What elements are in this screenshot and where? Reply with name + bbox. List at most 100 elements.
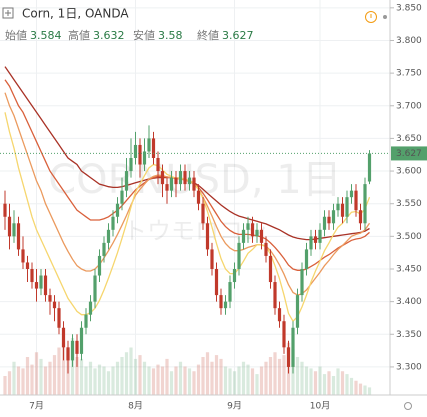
volume-bar [259, 366, 264, 395]
status-dot [383, 15, 387, 19]
candle-body [66, 347, 70, 361]
candle-body [57, 308, 61, 328]
y-tick-label: 3.700 [396, 101, 422, 111]
ribbon-line [4, 112, 371, 323]
volume-bar [295, 357, 300, 395]
volume-bar [201, 357, 205, 395]
volume-bar [39, 358, 43, 395]
candle-body [178, 171, 183, 185]
candle-body [12, 223, 16, 237]
candle-body [345, 197, 349, 217]
last-price-label: 3.627 [396, 149, 422, 159]
candle-body [165, 184, 169, 191]
candle-body [313, 236, 318, 243]
y-tick-label: 3.350 [396, 330, 422, 340]
candle-body [142, 151, 147, 165]
candle-body [16, 223, 21, 250]
volume-bar [30, 364, 34, 395]
candle-body [340, 203, 345, 217]
candle-body [151, 138, 156, 158]
candle-body [43, 275, 48, 296]
candle-body [93, 275, 97, 302]
y-tick-label: 3.600 [396, 167, 422, 177]
volume-bar [183, 366, 187, 395]
candle-body [156, 158, 160, 172]
candle-body [354, 190, 358, 211]
y-tick-label: 3.400 [396, 297, 422, 307]
chart-title: Corn, 1日, OANDA [22, 7, 129, 21]
volume-bar [88, 361, 93, 395]
expand-icon[interactable] [2, 7, 14, 19]
candle-body [138, 144, 142, 165]
volume-bar [228, 368, 232, 395]
volume-bar [277, 358, 282, 395]
settings-icon[interactable] [404, 402, 412, 410]
candle-body [75, 340, 79, 354]
volume-bar [192, 371, 196, 395]
volume-bar [246, 364, 250, 395]
candle-body [183, 171, 187, 185]
candle-body [129, 158, 133, 172]
candle-body [223, 301, 228, 309]
y-tick-label: 3.450 [396, 264, 422, 274]
y-tick-label: 3.850 [396, 3, 422, 13]
candle-body [97, 255, 102, 276]
candle-body [264, 242, 268, 256]
candle-body [210, 249, 214, 269]
volume-bar [75, 357, 79, 395]
volume-bar [151, 368, 156, 395]
volume-bar [219, 358, 223, 395]
volume-bar [93, 368, 97, 395]
candle-body [120, 190, 124, 204]
candle-body [70, 340, 75, 361]
volume-bar [214, 355, 219, 395]
y-tick-label: 3.650 [396, 134, 422, 144]
y-tick-label: 3.300 [396, 362, 422, 372]
candle-body [214, 268, 219, 296]
candle-body [201, 203, 205, 224]
candle-body [3, 203, 7, 217]
volume-bar [34, 352, 39, 395]
volume-bar [210, 361, 214, 395]
volume-bar [84, 366, 88, 395]
candle-body [84, 314, 88, 328]
open-label: 始値 [5, 28, 27, 42]
volume-bar [48, 361, 52, 395]
candle-body [102, 242, 106, 256]
high-label: 高値 [68, 28, 90, 42]
volume-bar [336, 368, 340, 395]
volume-bar [367, 387, 372, 395]
candle-body [25, 262, 30, 269]
watermark-sub: トウモロコシ [123, 217, 267, 245]
volume-bar [196, 364, 201, 395]
x-tick-label: 9月 [227, 401, 242, 412]
alert-icon[interactable] [365, 11, 377, 23]
volume-bar [174, 366, 178, 395]
volume-bar [313, 371, 318, 395]
volume-bar [57, 347, 61, 395]
volume-bar [349, 377, 354, 395]
candle-body [39, 275, 43, 289]
close-value: 3.627 [222, 29, 254, 42]
volume-bar [264, 361, 268, 395]
volume-bar [12, 361, 16, 395]
volume-bar [322, 374, 327, 395]
candle-body [61, 327, 66, 348]
header: Corn, 1日, OANDA 始値 3.584 高値 3.632 安値 3.5… [2, 7, 412, 410]
close-label: 終値 [197, 28, 219, 42]
candle-body [318, 229, 322, 243]
candle-body [282, 321, 286, 348]
candle-body [250, 223, 255, 237]
volume-bar [255, 374, 259, 395]
candle-body [327, 216, 331, 224]
candle-body [322, 216, 327, 230]
volume-bar [79, 358, 84, 395]
open-value: 3.584 [30, 29, 62, 42]
volume-bar [340, 371, 345, 395]
x-tick-label: 7月 [29, 401, 44, 412]
volume-bar [61, 342, 66, 395]
volume-bar [268, 357, 273, 395]
candle-body [367, 153, 372, 182]
volume-bar [363, 385, 367, 395]
candle-body [291, 327, 295, 367]
